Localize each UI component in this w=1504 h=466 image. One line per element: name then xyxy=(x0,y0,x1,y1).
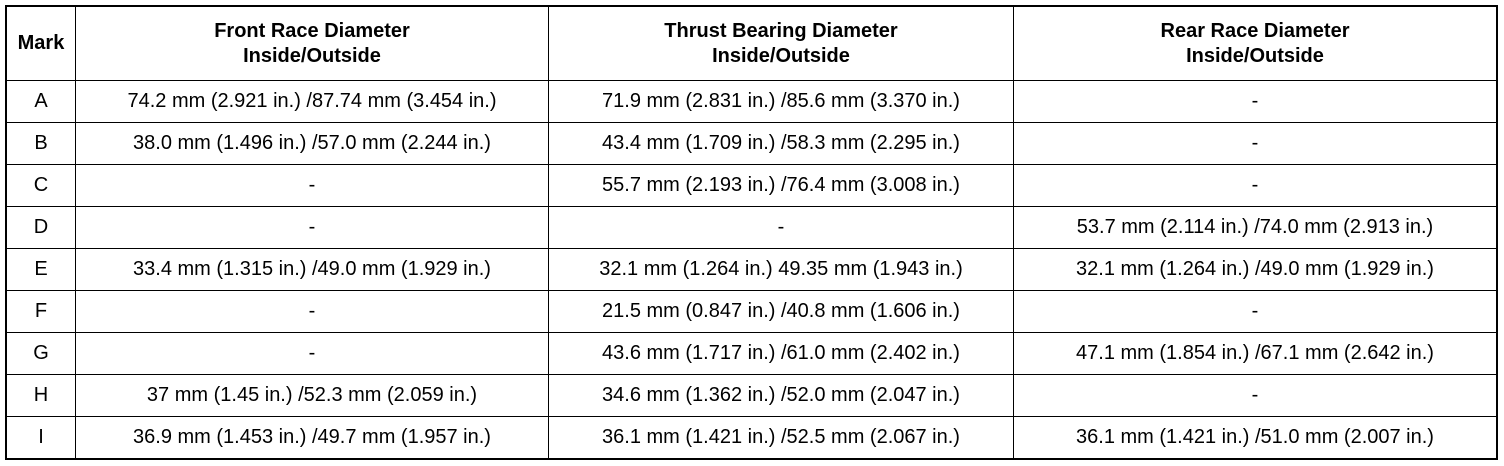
value-cell: 37 mm (1.45 in.) /52.3 mm (2.059 in.) xyxy=(75,374,549,417)
table-row: H 37 mm (1.45 in.) /52.3 mm (2.059 in.) 34… xyxy=(5,374,1498,417)
table-row: E 33.4 mm (1.315 in.) /49.0 mm (1.929 in.… xyxy=(5,248,1498,291)
table-row: C -55.7 mm (2.193 in.) /76.4 mm (3.008 in… xyxy=(5,164,1498,207)
value-cell: 32.1 mm (1.264 in.) /49.0 mm (1.929 in.) xyxy=(1013,248,1498,291)
mark-cell: F xyxy=(5,290,76,333)
value-cell: 21.5 mm (0.847 in.) /40.8 mm (1.606 in.) xyxy=(548,290,1014,333)
value-cell: 36.1 mm (1.421 in.) /52.5 mm (2.067 in.) xyxy=(548,416,1014,460)
table-body: A 74.2 mm (2.921 in.) /87.74 mm (3.454 in… xyxy=(5,80,1498,460)
mark-cell: A xyxy=(5,80,76,123)
value-cell: 55.7 mm (2.193 in.) /76.4 mm (3.008 in.) xyxy=(548,164,1014,207)
mark-cell: I xyxy=(5,416,76,460)
value-cell: - xyxy=(75,164,549,207)
value-cell: - xyxy=(548,206,1014,249)
header-text: Inside/Outside xyxy=(1186,44,1324,67)
value-cell: - xyxy=(75,290,549,333)
mark-cell: D xyxy=(5,206,76,249)
value-cell: 71.9 mm (2.831 in.) /85.6 mm (3.370 in.) xyxy=(548,80,1014,123)
mark-cell: E xyxy=(5,248,76,291)
mark-cell: B xyxy=(5,122,76,165)
value-cell: 47.1 mm (1.854 in.) /67.1 mm (2.642 in.) xyxy=(1013,332,1498,375)
value-cell: 43.6 mm (1.717 in.) /61.0 mm (2.402 in.) xyxy=(548,332,1014,375)
value-cell: - xyxy=(1013,164,1498,207)
table-row: B 38.0 mm (1.496 in.) /57.0 mm (2.244 in.… xyxy=(5,122,1498,165)
value-cell: - xyxy=(1013,80,1498,123)
table-row: F -21.5 mm (0.847 in.) /40.8 mm (1.606 in… xyxy=(5,290,1498,333)
value-cell: - xyxy=(1013,374,1498,417)
header-row: Mark Front Race Diameter Inside/Outside Thr… xyxy=(5,5,1498,81)
table-row: I 36.9 mm (1.453 in.) /49.7 mm (1.957 in.… xyxy=(5,416,1498,460)
table-row: D - -53.7 mm (2.114 in.) /74.0 mm (2.913 i… xyxy=(5,206,1498,249)
table-row: G -43.6 mm (1.717 in.) /61.0 mm (2.402 in… xyxy=(5,332,1498,375)
header-text: Rear Race Diameter xyxy=(1160,19,1350,42)
mark-cell: G xyxy=(5,332,76,375)
header-text: Inside/Outside xyxy=(712,44,850,67)
value-cell: - xyxy=(75,332,549,375)
value-cell: - xyxy=(1013,122,1498,165)
header-text: Front Race Diameter xyxy=(214,19,410,42)
value-cell: 53.7 mm (2.114 in.) /74.0 mm (2.913 in.) xyxy=(1013,206,1498,249)
table-wrap: Mark Front Race Diameter Inside/Outside Thr… xyxy=(5,5,1498,460)
mark-cell: C xyxy=(5,164,76,207)
value-cell: 32.1 mm (1.264 in.) 49.35 mm (1.943 in.) xyxy=(548,248,1014,291)
value-cell: - xyxy=(1013,290,1498,333)
spec-table: Mark Front Race Diameter Inside/Outside Thr… xyxy=(5,5,1498,460)
value-cell: 36.1 mm (1.421 in.) /51.0 mm (2.007 in.) xyxy=(1013,416,1498,460)
value-cell: 33.4 mm (1.315 in.) /49.0 mm (1.929 in.) xyxy=(75,248,549,291)
value-cell: - xyxy=(75,206,549,249)
value-cell: 36.9 mm (1.453 in.) /49.7 mm (1.957 in.) xyxy=(75,416,549,460)
value-cell: 74.2 mm (2.921 in.) /87.74 mm (3.454 in.… xyxy=(75,80,549,123)
value-cell: 34.6 mm (1.362 in.) /52.0 mm (2.047 in.) xyxy=(548,374,1014,417)
table-row: A 74.2 mm (2.921 in.) /87.74 mm (3.454 in… xyxy=(5,80,1498,123)
header-cell: Mark xyxy=(5,5,76,81)
header-cell: Front Race Diameter Inside/Outside xyxy=(75,5,549,81)
header-text: Mark xyxy=(17,32,65,54)
header-text: Inside/Outside xyxy=(243,44,381,67)
value-cell: 38.0 mm (1.496 in.) /57.0 mm (2.244 in.) xyxy=(75,122,549,165)
header-cell: Rear Race Diameter Inside/Outside xyxy=(1013,5,1498,81)
header-cell: Thrust Bearing Diameter Inside/Outside xyxy=(548,5,1014,81)
mark-cell: H xyxy=(5,374,76,417)
header-text: Thrust Bearing Diameter xyxy=(664,19,898,42)
value-cell: 43.4 mm (1.709 in.) /58.3 mm (2.295 in.) xyxy=(548,122,1014,165)
